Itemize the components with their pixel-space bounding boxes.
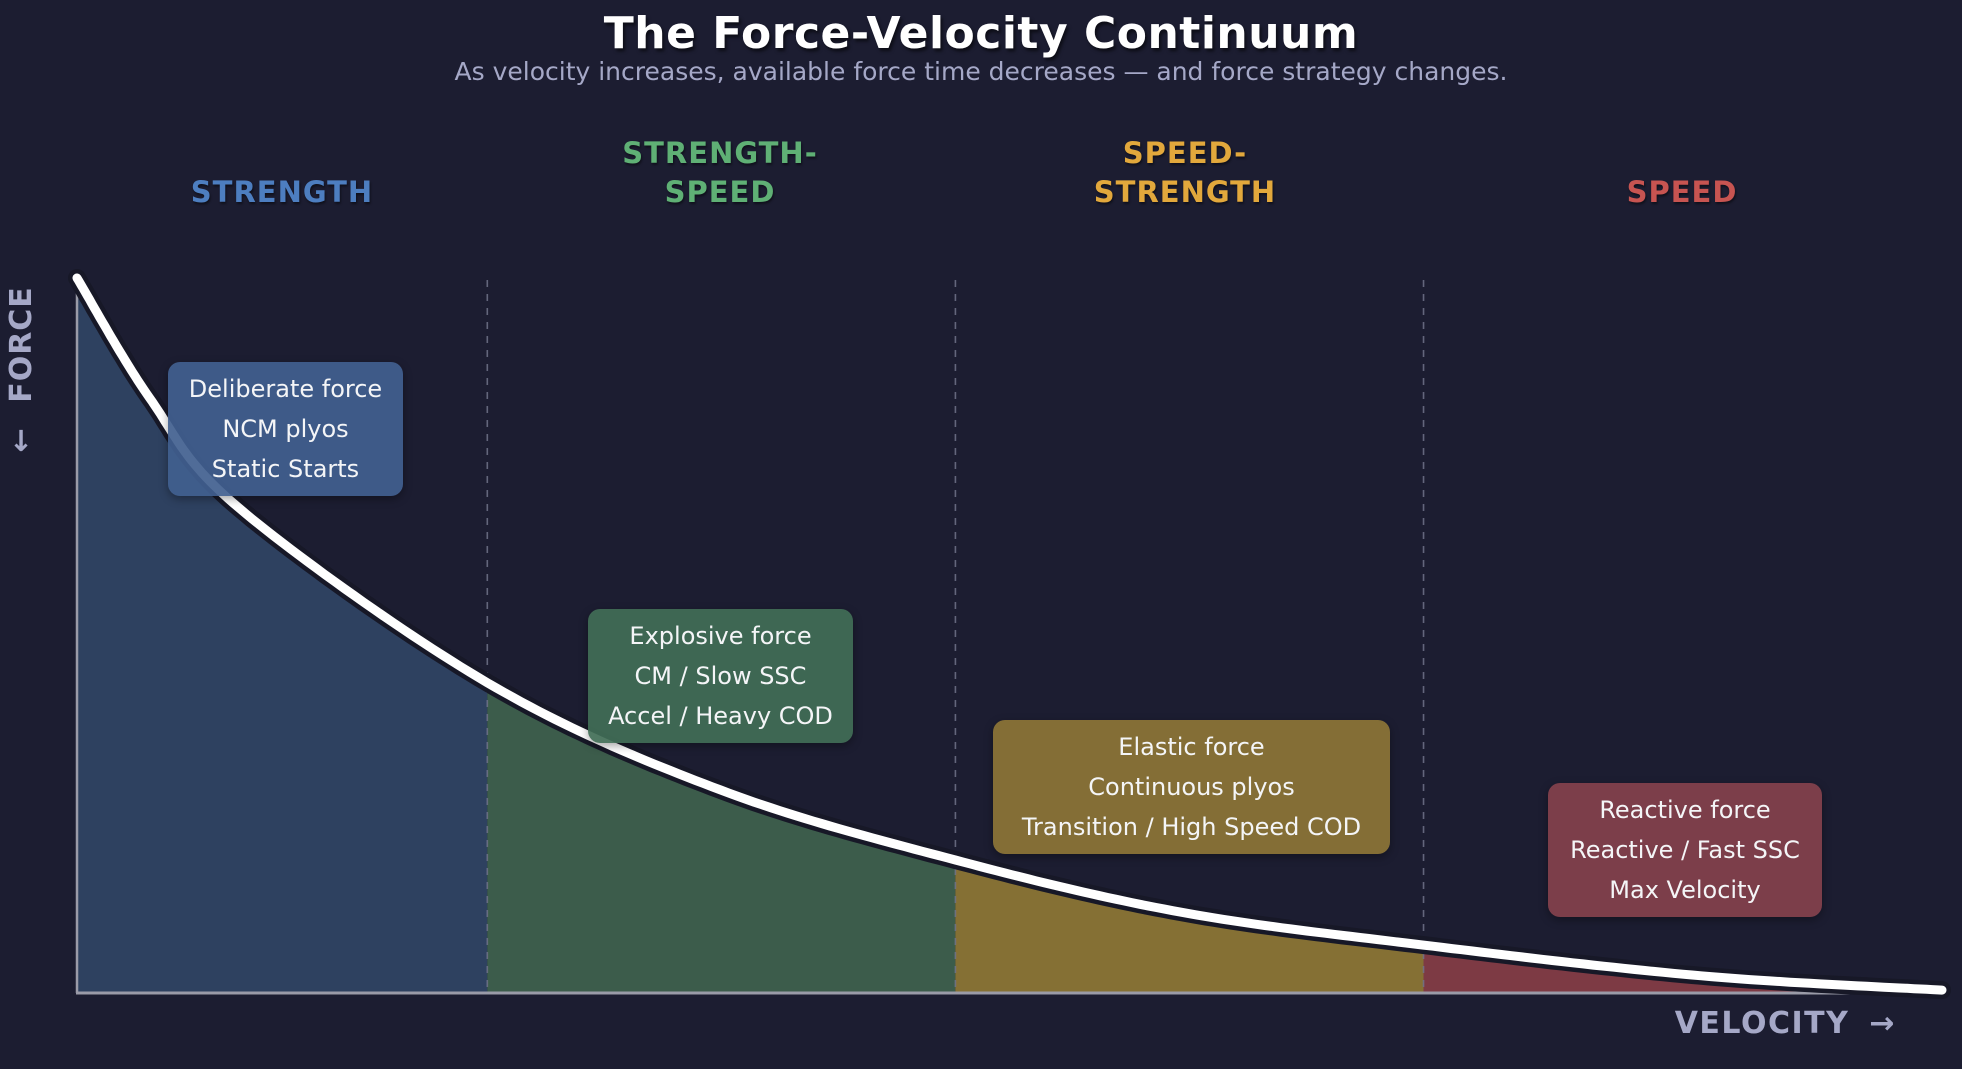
x-axis-label-text: VELOCITY [1674, 1006, 1850, 1041]
annotation-line: Accel / Heavy COD [608, 702, 833, 730]
annotation-line: Explosive force [629, 622, 812, 650]
annotation-line: Static Starts [211, 455, 360, 483]
zone-header-strength-speed: STRENGTH-SPEED [622, 135, 818, 209]
page-title: The Force-Velocity Continuum [603, 8, 1359, 59]
page-subtitle: As velocity increases, available force t… [454, 57, 1508, 86]
speed-strength-annotation-box: Elastic force Continuous plyos Transitio… [993, 720, 1390, 854]
annotation-line: Reactive force [1599, 796, 1771, 824]
annotation-line: Transition / High Speed COD [1021, 813, 1362, 841]
annotation-line: Max Velocity [1609, 876, 1761, 904]
speed-annotation-box: Reactive force Reactive / Fast SSC Max V… [1548, 783, 1822, 917]
down-arrow-icon: ↓ [8, 424, 34, 458]
annotation-line: Reactive / Fast SSC [1570, 836, 1800, 864]
y-axis-label-text: FORCE [3, 285, 39, 403]
annotation-line: CM / Slow SSC [634, 662, 807, 690]
x-axis-label: VELOCITY → [1675, 1006, 1896, 1041]
right-arrow-icon: → [1869, 1006, 1896, 1041]
y-axis-label: FORCE [0, 278, 42, 410]
zone-fill-4 [1423, 945, 1942, 993]
annotation-line: Elastic force [1118, 733, 1265, 761]
strength-speed-annotation-box: Explosive force CM / Slow SSC Accel / He… [588, 609, 853, 743]
annotation-line: Deliberate force [188, 375, 383, 403]
zone-header-speed: SPEED [1626, 174, 1738, 209]
annotation-line: NCM plyos [222, 415, 349, 443]
zone-header-speed-strength: SPEED-STRENGTH [1093, 135, 1277, 209]
zone-fill-2 [487, 682, 956, 993]
annotation-line: Continuous plyos [1088, 773, 1295, 801]
zone-header-strength: STRENGTH [190, 174, 374, 209]
strength-annotation-box: Deliberate force NCM plyos Static Starts [168, 362, 403, 496]
